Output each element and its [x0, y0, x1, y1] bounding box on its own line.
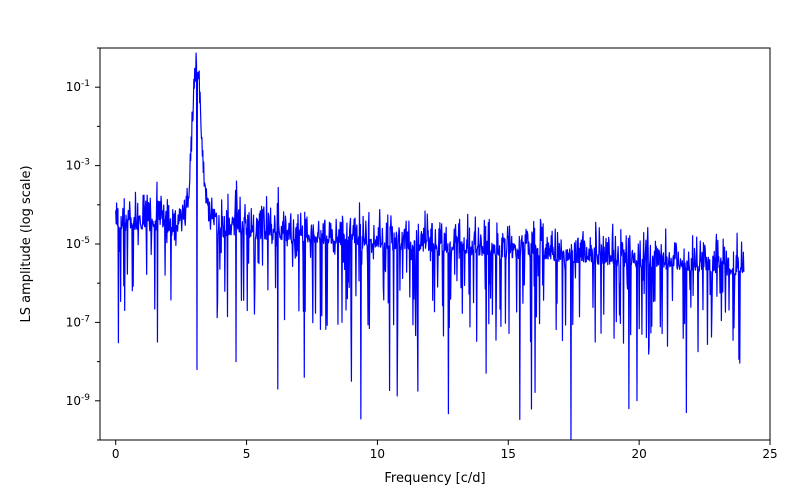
- svg-text:10-3: 10-3: [66, 158, 90, 173]
- svg-text:10-1: 10-1: [66, 79, 90, 94]
- svg-text:20: 20: [632, 447, 647, 461]
- svg-text:15: 15: [501, 447, 516, 461]
- svg-text:0: 0: [112, 447, 120, 461]
- svg-text:10-9: 10-9: [66, 393, 91, 408]
- svg-text:LS amplitude (log scale): LS amplitude (log scale): [19, 165, 34, 322]
- periodogram-chart: 0 5 10 15 20 25 10-9 10-7 10-5 10-3 10-1 Frequency …: [0, 0, 800, 500]
- chart-svg: 0 5 10 15 20 25 10-9 10-7 10-5 10-3 10-1 Frequency …: [0, 0, 800, 500]
- svg-text:5: 5: [243, 447, 251, 461]
- svg-text:10-5: 10-5: [66, 236, 90, 251]
- svg-text:10: 10: [370, 447, 385, 461]
- svg-text:Frequency [c/d]: Frequency [c/d]: [384, 471, 485, 486]
- svg-text:25: 25: [762, 447, 777, 461]
- svg-text:10-7: 10-7: [66, 314, 90, 329]
